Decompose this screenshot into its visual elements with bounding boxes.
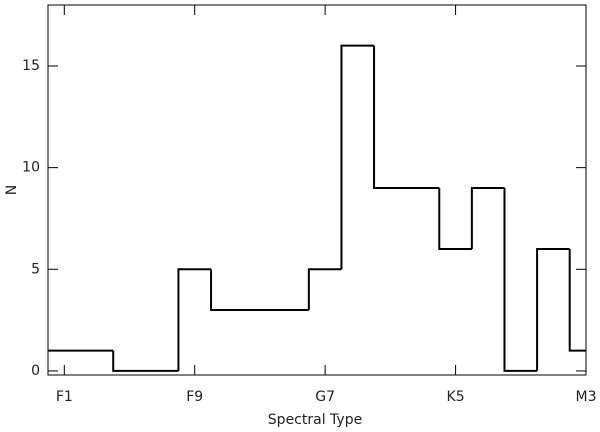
y-axis-title: N	[4, 185, 20, 195]
histogram-bin	[536, 247, 570, 371]
x-tick-label: M3	[576, 389, 597, 405]
y-tick-label: 10	[22, 160, 40, 176]
histogram-bin	[373, 45, 440, 189]
histogram-bin	[503, 187, 538, 372]
x-tick-label: K5	[447, 389, 465, 405]
histogram-bin	[470, 186, 505, 249]
y-tick-label: 5	[31, 261, 40, 277]
y-tick-label: 15	[22, 58, 40, 74]
histogram-bin	[340, 44, 375, 270]
histogram-bin	[177, 268, 212, 371]
histogram-bin	[438, 187, 472, 250]
x-tick-label: G7	[315, 389, 335, 405]
x-tick-label: F9	[186, 389, 203, 405]
histogram-bin	[112, 350, 179, 372]
y-tick-label: 0	[31, 363, 40, 379]
x-tick-label: F1	[56, 389, 73, 405]
plot-frame	[47, 4, 587, 376]
histogram-bin	[307, 268, 342, 310]
histogram-bin	[568, 248, 586, 352]
histogram-bin	[210, 269, 309, 311]
x-axis-title: Spectral Type	[268, 412, 362, 428]
